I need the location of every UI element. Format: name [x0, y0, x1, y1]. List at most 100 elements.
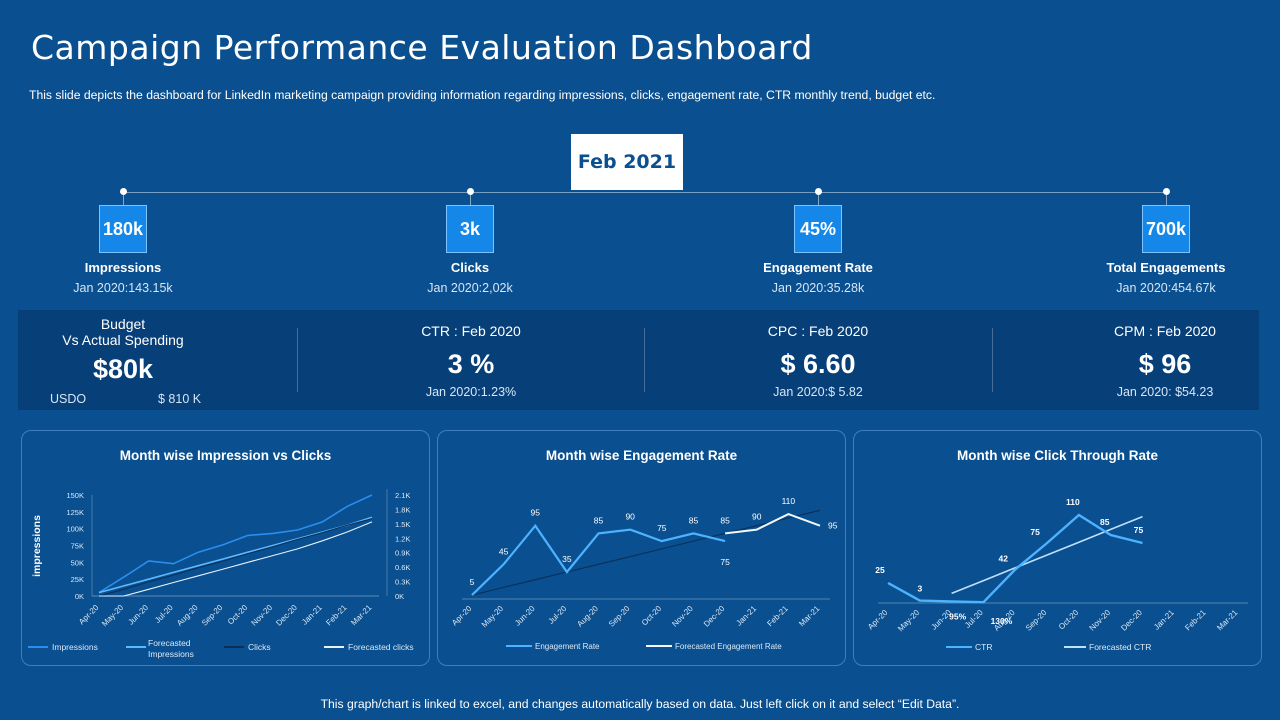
series-line-engagement-rate: [471, 523, 726, 596]
budget-label-line1: Budget: [100, 316, 146, 332]
legend-label: Engagement Rate: [535, 642, 600, 651]
x-tick-label: Apr-20: [866, 608, 890, 632]
metric-previous: Jan 2020:1.23%: [425, 385, 517, 399]
data-label: 85: [594, 515, 604, 525]
metric-label: CPC : Feb 2020: [767, 323, 869, 339]
x-tick-label: Mar-21: [1215, 608, 1240, 633]
timeline-line: [123, 192, 1166, 193]
kpi-engagement-rate: 45% Engagement Rate Jan 2020:35.28k: [708, 188, 928, 295]
y-tick-label: 0K: [75, 592, 84, 601]
kpi-value: 45%: [794, 205, 842, 253]
kpi-previous: Jan 2020:35.28k: [771, 281, 865, 295]
metric-previous: Jan 2020:$ 5.82: [773, 385, 863, 399]
x-tick-label: Jul-20: [963, 608, 985, 630]
data-label: 75: [657, 523, 667, 533]
x-tick-label: Nov-20: [250, 603, 275, 628]
legend-label: Impressions: [148, 649, 194, 659]
kpi-clicks: 3k Clicks Jan 2020:2,02k: [360, 188, 580, 295]
kpi-impressions: 180k Impressions Jan 2020:143.15k: [13, 188, 233, 295]
y2-tick-label: 1.5K: [395, 520, 410, 529]
x-tick-label: May-20: [896, 608, 922, 634]
data-label: 75: [720, 557, 730, 567]
x-tick-label: Feb-21: [1183, 608, 1208, 633]
x-tick-label: Mar-21: [349, 603, 374, 628]
x-tick-label: Jul-20: [547, 604, 569, 626]
legend-label: Clicks: [248, 642, 271, 652]
y2-tick-label: 0.3K: [395, 578, 410, 587]
series-line-forecasted-engagement-rate: [724, 513, 821, 535]
x-tick-label: Sep-20: [1024, 608, 1049, 633]
budget-currency: USDO: [50, 392, 87, 406]
kpi-label: Engagement Rate: [763, 260, 873, 275]
data-label: 85: [1100, 517, 1110, 527]
x-tick-label: Mar-21: [797, 604, 822, 629]
data-label: 42: [999, 553, 1009, 563]
kpi-label: Clicks: [450, 260, 490, 275]
kpi-previous: Jan 2020:454.67k: [1116, 281, 1216, 295]
x-tick-label: Sep-20: [607, 604, 632, 629]
data-label: 35: [562, 554, 572, 564]
chart-title: Month wise Engagement Rate: [545, 448, 738, 463]
chart-panel-impressions-clicks: Month wise Impression vs Clicks impressi…: [21, 430, 430, 666]
page-subtitle: This slide depicts the dashboard for Lin…: [29, 88, 936, 102]
chart-panel-engagement-rate: Month wise Engagement Rate Apr-20 May-20 J…: [437, 430, 846, 666]
x-tick-label: Sep-20: [200, 603, 225, 628]
x-tick-label: Nov-20: [670, 604, 695, 629]
x-tick-label: Aug-20: [575, 604, 600, 629]
legend-label: Forecasted clicks: [348, 642, 414, 652]
x-tick-label: Feb-21: [765, 604, 790, 629]
data-label: 75: [1134, 525, 1144, 535]
metric-label: CTR : Feb 2020: [421, 323, 521, 339]
metric-value: $ 96: [1138, 349, 1192, 379]
timeline-dot: [466, 188, 474, 195]
legend-label: Forecasted: [148, 638, 191, 648]
x-tick-label: May-20: [100, 603, 126, 629]
series-line-forecasted-clicks: [99, 521, 373, 597]
kpi-total-engagements: 700k Total Engagements Jan 2020:454.67k: [1056, 188, 1276, 295]
series-line-impressions: [98, 494, 373, 594]
data-label: 45: [499, 546, 509, 556]
data-label: 130%: [991, 616, 1013, 626]
x-tick-label: Oct-20: [1057, 608, 1081, 632]
data-label: 95: [531, 508, 541, 518]
legend-label: Impressions: [52, 642, 98, 652]
data-label: 110: [782, 496, 796, 506]
budget-spent: $ 810 K: [158, 392, 202, 406]
x-tick-label: Jul-20: [153, 603, 175, 625]
data-label: 75: [1030, 527, 1040, 537]
data-label: 95%: [949, 611, 966, 621]
x-tick-label: Dec-20: [702, 604, 727, 629]
kpi-label: Total Engagements: [1106, 260, 1226, 275]
kpi-previous: Jan 2020:143.15k: [73, 281, 173, 295]
timeline-dot: [1162, 188, 1170, 195]
legend-label: CTR: [975, 642, 992, 652]
timeline-dot: [119, 188, 127, 195]
chart-title: Month wise Click Through Rate: [956, 448, 1158, 463]
x-tick-label: Apr-20: [77, 603, 101, 627]
legend-label: Forecasted CTR: [1089, 642, 1151, 652]
data-label: 90: [625, 512, 635, 522]
current-period-box: Feb 2021: [571, 134, 683, 190]
data-label: 95: [828, 521, 838, 531]
y-tick-label: 100K: [66, 525, 84, 534]
cpm-metric: CPM : Feb 2020 $ 96 Jan 2020: $54.23: [1065, 310, 1265, 410]
y2-tick-label: 0.6K: [395, 563, 410, 572]
data-label: 85: [689, 515, 699, 525]
kpi-value: 180k: [99, 205, 147, 253]
metric-label: CPM : Feb 2020: [1114, 323, 1216, 339]
chart-panel-ctr: Month wise Click Through Rate Apr-20 May-…: [853, 430, 1262, 666]
x-tick-label: Jan-21: [734, 604, 758, 628]
x-tick-label: Dec-20: [274, 603, 299, 628]
data-label: 90: [752, 512, 762, 522]
budget-label-line2: Vs Actual Spending: [62, 332, 184, 348]
y2-tick-label: 0K: [395, 592, 404, 601]
page-title: Campaign Performance Evaluation Dashboar…: [31, 28, 813, 67]
series-line-forecasted-ctr: [951, 515, 1143, 595]
data-label: 110: [1066, 497, 1080, 507]
cpc-metric: CPC : Feb 2020 $ 6.60 Jan 2020:$ 5.82: [718, 310, 918, 410]
metric-value: 3 %: [447, 349, 495, 379]
kpi-value: 700k: [1142, 205, 1190, 253]
chart-title: Month wise Impression vs Clicks: [119, 448, 332, 463]
data-label: 85: [720, 515, 730, 525]
data-label: 5: [470, 577, 475, 587]
